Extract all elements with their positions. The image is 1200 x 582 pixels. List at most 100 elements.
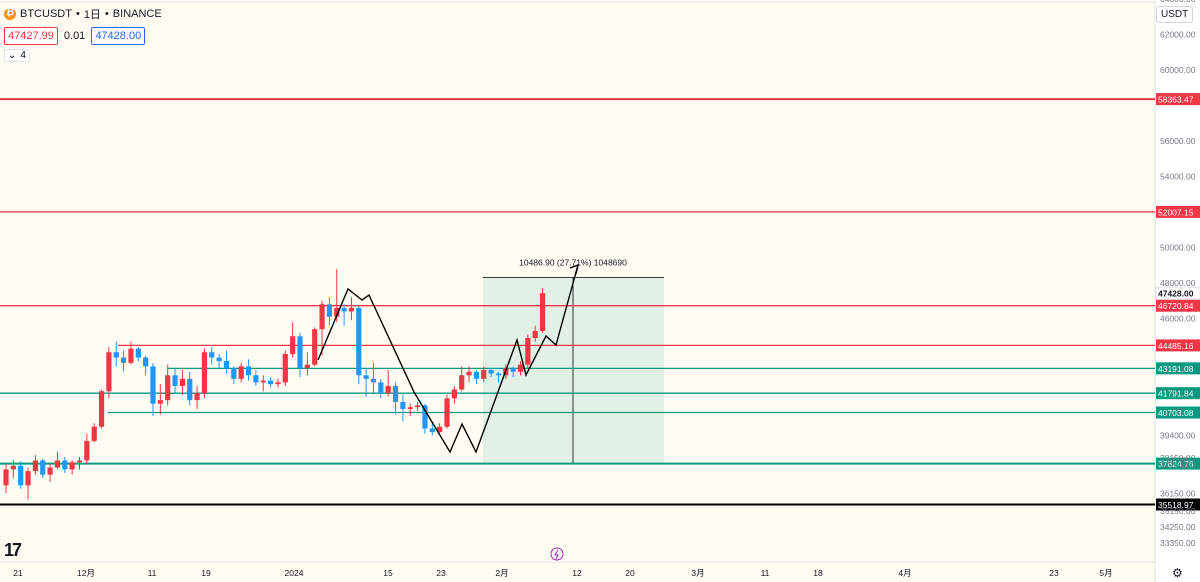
candle-body — [275, 382, 281, 385]
candle-body — [187, 378, 193, 401]
candle-body — [304, 364, 310, 369]
y-tick-label: 35150.00 — [1160, 506, 1196, 516]
candle-body — [326, 304, 332, 317]
candle-body — [113, 352, 119, 358]
candle-body — [245, 366, 252, 376]
buy-price-button[interactable]: 47428.00 — [91, 27, 146, 45]
candle-body — [3, 469, 9, 486]
candle-body — [10, 465, 16, 470]
y-tick-label: 46000.00 — [1160, 314, 1196, 324]
price-level-label: 41791.84 — [1158, 389, 1194, 399]
separator-dot: • — [75, 8, 80, 20]
candle-body — [201, 352, 208, 394]
candle-body — [312, 329, 318, 365]
candle-body — [532, 330, 538, 339]
candle-body — [525, 338, 531, 365]
price-level-label: 43191.08 — [1158, 364, 1194, 374]
x-tick-label: 11 — [761, 568, 770, 578]
candle-body — [363, 375, 369, 379]
x-tick-label: 11 — [148, 568, 157, 578]
price-level-badge — [1156, 205, 1200, 218]
candle-body — [488, 369, 494, 374]
candle-body — [400, 401, 406, 410]
currency-selector[interactable]: USDT — [1156, 6, 1194, 23]
candle-body — [473, 371, 479, 379]
chart-header: BTCUSDT • 1日 • BINANCE 47427.99 0.01 474… — [4, 6, 162, 62]
interval-label: 1日 — [83, 9, 101, 21]
price-level-label: 46720.84 — [1158, 301, 1194, 311]
candle-body — [437, 426, 443, 433]
x-tick-label: 18 — [813, 568, 823, 578]
candle-body — [495, 373, 502, 376]
x-tick-label: 4月 — [898, 568, 911, 578]
price-level-badge — [1156, 406, 1200, 419]
candle-body — [216, 357, 222, 362]
price-level-label: 37824.76 — [1158, 459, 1194, 469]
price-level-badge — [1156, 457, 1200, 470]
price-level-label: 52007.15 — [1158, 207, 1194, 217]
candle-body — [143, 357, 149, 367]
candle-body — [98, 391, 105, 427]
x-tick-label: 5月 — [1099, 568, 1112, 578]
x-tick-label: 20 — [625, 568, 635, 578]
price-level-label: 40703.08 — [1158, 408, 1194, 418]
candle-body — [341, 307, 347, 312]
candle-body — [466, 371, 472, 376]
candle-body — [422, 405, 428, 429]
sell-price-button[interactable]: 47427.99 — [4, 27, 58, 45]
candle-body — [209, 352, 215, 358]
last-price-badge — [1155, 286, 1200, 300]
price-level-badge — [1156, 299, 1200, 312]
exchange-label: BINANCE — [112, 8, 162, 20]
chevron-down-icon: ⌄ — [8, 50, 17, 61]
price-level-badge — [1156, 498, 1200, 511]
candle-body — [91, 426, 97, 441]
candle-body — [238, 366, 244, 379]
separator-dot: • — [104, 8, 109, 20]
x-tick-label: 23 — [436, 568, 446, 578]
candle-body — [319, 304, 325, 330]
gear-icon[interactable]: ⚙ — [1172, 566, 1183, 580]
price-level-badge — [1156, 362, 1200, 375]
candle-body — [451, 389, 457, 399]
candle-body — [444, 398, 450, 427]
arrow-head-icon — [569, 263, 579, 275]
candle-body — [62, 460, 68, 470]
price-level-label: 44485.16 — [1158, 341, 1194, 351]
candle-body — [128, 348, 134, 363]
x-tick-label: 19 — [201, 568, 211, 578]
lightning-bolt — [554, 549, 559, 560]
candle-body — [179, 378, 185, 386]
candle-body — [481, 369, 487, 379]
y-tick-label: 50000.00 — [1160, 243, 1196, 253]
candle-body — [165, 375, 171, 401]
candle-body — [517, 364, 524, 372]
price-level-badge — [1156, 93, 1200, 106]
lightning-icon — [550, 547, 564, 561]
y-tick-label: 34250.00 — [1160, 522, 1196, 532]
candle-body — [253, 375, 259, 383]
symbol-title[interactable]: BTCUSDT • 1日 • BINANCE — [4, 6, 162, 22]
x-tick-label: 12 — [572, 568, 582, 578]
candle-body — [385, 385, 391, 394]
price-row: 47427.99 0.01 47428.00 — [4, 27, 162, 45]
candle-body — [378, 382, 384, 394]
price-level-label: 35518.97 — [1158, 500, 1194, 510]
price-level-label: 58363.47 — [1158, 95, 1194, 105]
y-tick-label: 38150.00 — [1160, 453, 1196, 463]
candle-body — [356, 307, 362, 376]
candle-body — [510, 368, 516, 372]
candle-body — [106, 352, 112, 392]
x-tick-label: 23 — [1049, 568, 1059, 578]
candle-body — [54, 460, 61, 468]
candle-body — [40, 460, 46, 475]
y-tick-label: 62000.00 — [1160, 30, 1196, 40]
y-tick-label: 60000.00 — [1160, 65, 1196, 75]
candle-body — [194, 393, 200, 401]
indicators-toggle[interactable]: ⌄ 4 — [4, 49, 30, 62]
candle-body — [69, 462, 75, 470]
candle-body — [407, 407, 413, 410]
y-tick-label: 39400.00 — [1160, 431, 1196, 441]
candle-body — [25, 471, 31, 486]
